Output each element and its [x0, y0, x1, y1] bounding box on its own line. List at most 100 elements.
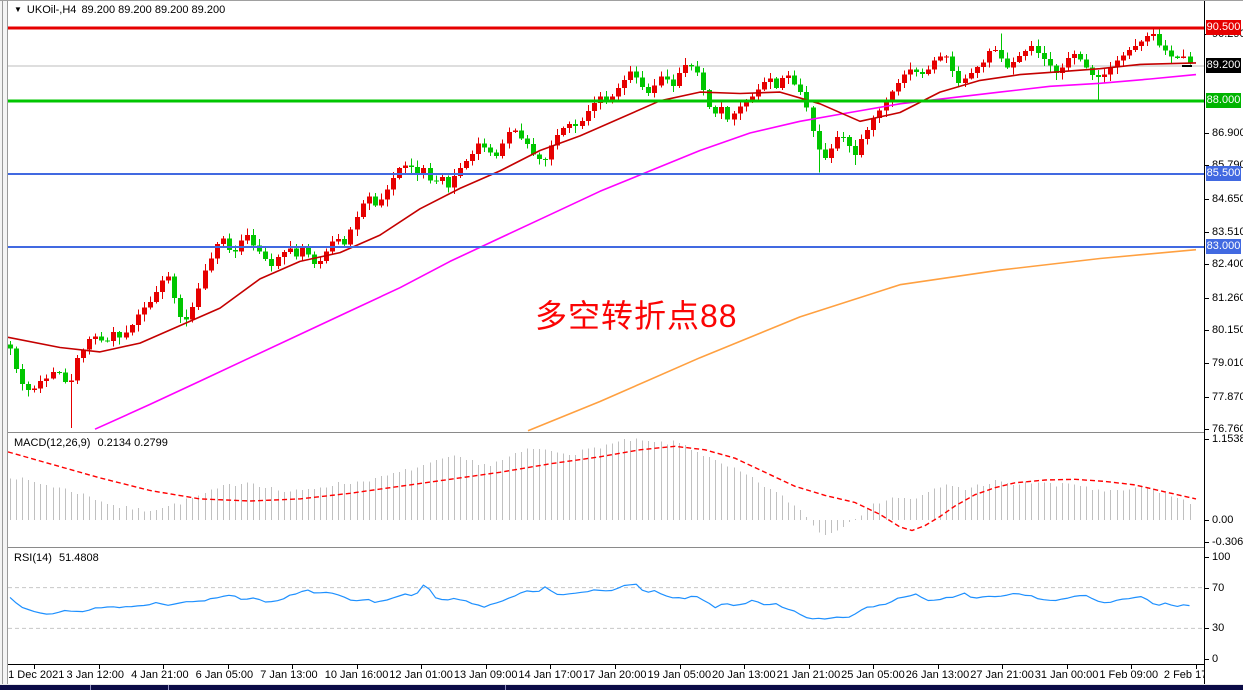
axis-tick-label: 76.760	[1212, 423, 1243, 435]
price-badge: 89.200	[1206, 58, 1241, 73]
rsi-line	[9, 583, 1190, 620]
rsi-readout: 51.4808	[58, 552, 99, 564]
time-axis-label: 3 Jan 12:00	[66, 669, 125, 681]
panel-divider[interactable]	[0, 547, 1243, 549]
axis-tick	[1205, 363, 1209, 364]
price-badge: 88.000	[1206, 93, 1241, 108]
macd-label: MACD(12,26,9) 0.2134 0.2799	[14, 437, 168, 449]
time-axis-label: 26 Jan 13:00	[905, 669, 970, 681]
time-axis-tick	[227, 665, 229, 669]
panel-divider[interactable]	[0, 432, 1243, 434]
time-axis-label: 13 Jan 09:00	[453, 669, 518, 681]
time-axis-label: 20 Jan 13:00	[712, 669, 776, 681]
axis-tick	[1205, 330, 1209, 331]
axis-tick-label: 84.650	[1212, 193, 1243, 205]
time-axis-tick	[744, 665, 746, 669]
axis-tick	[1205, 628, 1209, 629]
axis-tick-label: 30	[1212, 622, 1225, 634]
axis-tick	[1205, 298, 1209, 299]
time-axis-label: 21 Jan 21:00	[776, 669, 841, 681]
time-axis-tick	[98, 665, 100, 669]
time-axis-tick	[1131, 665, 1133, 669]
axis-tick-label: 81.260	[1212, 292, 1243, 304]
axis-tick-label: 77.870	[1212, 391, 1243, 403]
axis-tick-label: 83.510	[1212, 226, 1243, 238]
axis-tick	[1205, 133, 1209, 134]
time-axis-tick	[34, 665, 35, 669]
axis-tick-label: 86.900	[1212, 127, 1243, 139]
time-axis-tick	[292, 665, 294, 669]
rsi-canvas[interactable]	[8, 549, 1204, 664]
price-badge: 90.500	[1206, 20, 1241, 35]
time-axis-tick	[1195, 665, 1197, 669]
ma-fast-line	[8, 62, 1197, 353]
time-axis-tick	[614, 665, 616, 669]
axis-tick-label: 79.010	[1212, 357, 1243, 369]
window-left-border	[0, 1, 8, 684]
price-axis[interactable]: 90.29086.90085.79084.65083.51082.40081.2…	[1204, 1, 1243, 684]
time-axis-label: 12 Jan 01:00	[389, 669, 453, 681]
chart-symbol-period: UKOil-,H4	[26, 4, 77, 16]
ma-slow-line	[527, 248, 1197, 432]
bottom-bar-separator	[90, 685, 91, 690]
axis-tick-label: 1.1538	[1212, 433, 1243, 445]
time-axis-label: 25 Jan 05:00	[841, 669, 905, 681]
time-axis-tick	[421, 665, 423, 669]
macd-title: MACD(12,26,9)	[14, 437, 91, 449]
axis-tick	[1205, 264, 1209, 265]
time-axis-label: 14 Jan 17:00	[518, 669, 583, 681]
bottom-bar-separator	[505, 685, 506, 690]
ma-mid-line	[94, 73, 1197, 430]
main-chart-canvas[interactable]	[8, 1, 1204, 432]
time-axis-tick	[873, 665, 875, 669]
axis-tick	[1205, 588, 1209, 589]
axis-tick-label: 80.150	[1212, 324, 1243, 336]
axis-tick	[1205, 397, 1209, 398]
time-axis-label: 31 Dec 2021	[2, 669, 65, 681]
time-axis-label: 27 Jan 21:00	[970, 669, 1034, 681]
time-axis-tick	[485, 665, 487, 669]
axis-tick-label: 0	[1212, 653, 1219, 665]
time-axis-tick	[1002, 665, 1004, 669]
axis-tick	[1205, 232, 1209, 233]
time-axis-tick	[808, 665, 810, 669]
axis-tick	[1205, 429, 1209, 430]
chart-title: ▼ UKOil-,H4 89.200 89.200 89.200 89.200	[14, 4, 225, 16]
price-badge: 83.000	[1206, 239, 1241, 254]
time-axis-tick	[163, 665, 165, 669]
main-chart-panel[interactable]: ▼ UKOil-,H4 89.200 89.200 89.200 89.200 …	[8, 1, 1204, 432]
macd-canvas[interactable]	[8, 434, 1204, 547]
last-price-marker	[1182, 64, 1192, 67]
time-axis-label: 31 Jan 00:00	[1034, 669, 1099, 681]
axis-tick	[1205, 199, 1209, 200]
candles-layer	[8, 29, 1193, 428]
axis-tick	[1205, 439, 1209, 440]
time-axis-tick	[550, 665, 552, 669]
time-axis-label: 10 Jan 16:00	[324, 669, 389, 681]
axis-tick-label: 100	[1212, 551, 1231, 563]
axis-tick-label: -0.3068	[1212, 536, 1243, 548]
time-axis-label: 4 Jan 21:00	[131, 669, 189, 681]
axis-tick	[1205, 659, 1209, 660]
time-axis-tick	[356, 665, 358, 669]
time-axis-label: 7 Jan 13:00	[260, 669, 318, 681]
chart-annotation-text: 多空转折点88	[535, 298, 738, 334]
time-axis[interactable]: 31 Dec 2021 3 Jan 12:00 4 Jan 21:00 6 Jan 0…	[0, 664, 1243, 684]
time-axis-tick	[937, 665, 939, 669]
axis-tick	[1205, 165, 1209, 166]
axis-tick	[1205, 542, 1209, 543]
axis-tick-label: 0.00	[1212, 514, 1234, 526]
chart-dropdown-icon[interactable]: ▼	[14, 5, 22, 14]
time-axis-tick	[679, 665, 681, 669]
macd-readout: 0.2134 0.2799	[97, 437, 168, 449]
time-axis-label: 1 Feb 09:00	[1099, 669, 1159, 681]
axis-tick-label: 70	[1212, 582, 1225, 594]
time-axis-label: 19 Jan 05:00	[647, 669, 712, 681]
axis-tick	[1205, 520, 1209, 521]
chart-quotes: 89.200 89.200 89.200 89.200	[81, 4, 226, 16]
rsi-panel[interactable]: RSI(14) 51.4808	[8, 549, 1204, 664]
time-axis-tick	[1066, 665, 1068, 669]
time-axis-label: 6 Jan 05:00	[195, 669, 254, 681]
macd-panel[interactable]: MACD(12,26,9) 0.2134 0.2799	[8, 434, 1204, 547]
